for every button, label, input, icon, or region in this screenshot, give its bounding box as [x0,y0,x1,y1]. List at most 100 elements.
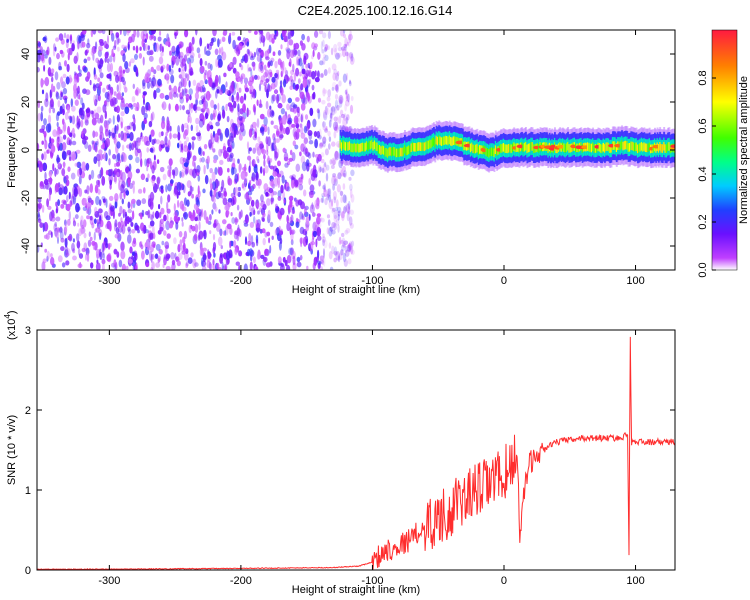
noise-cell [284,259,288,267]
noise-cell [160,131,164,137]
band-cell [392,147,395,156]
noise-cell [346,51,349,62]
noise-cell [115,125,119,132]
noise-cell [166,208,171,214]
noise-cell [279,80,283,86]
noise-cell [73,187,78,198]
noise-cell [65,76,70,85]
ridge-peak [512,146,517,150]
noise-cell [147,245,151,251]
noise-cell [181,143,184,151]
ridge-peak [648,146,654,151]
noise-cell [141,105,146,116]
noise-cell [337,70,340,77]
noise-cell [57,163,62,170]
noise-cell [37,203,41,212]
noise-cell [202,188,206,194]
noise-cell [160,66,164,73]
noise-cell [247,109,251,116]
noise-cell [212,148,216,153]
noise-cell [344,229,349,235]
noise-cell [126,125,131,130]
noise-cell [188,80,191,88]
noise-cell [297,199,303,206]
noise-cell [327,188,330,198]
noise-cell [328,242,332,249]
band-cell [661,144,664,153]
noise-cell [156,176,161,185]
noise-cell [93,94,97,104]
x-tick-label: 100 [626,275,644,287]
noise-cell [210,37,214,44]
noise-cell [183,131,187,140]
noise-cell [78,35,82,44]
noise-cell [343,113,347,121]
noise-cell [121,103,125,108]
band-cell [619,141,622,151]
noise-cell [334,47,337,58]
noise-cell [102,142,105,150]
noise-cell [98,45,103,52]
noise-cell [78,118,81,128]
noise-cell [255,227,261,232]
noise-cell [121,92,125,97]
noise-cell [106,62,111,73]
noise-cell [298,57,303,67]
noise-cell [339,240,345,244]
noise-cell [303,146,308,155]
noise-cell [212,108,217,118]
noise-cell [146,157,152,164]
noise-cell [76,233,80,242]
noise-cell [158,131,162,138]
noise-cell [338,94,344,105]
noise-cell [207,62,211,69]
noise-cell [265,136,269,145]
noise-cell [116,171,120,178]
noise-cell [199,58,203,67]
noise-cell [213,104,217,110]
noise-cell [74,162,79,167]
band-cell [601,144,604,154]
band-cell [398,148,401,157]
noise-cell [276,173,281,178]
noise-cell [127,226,131,232]
noise-cell [316,235,322,241]
noise-cell [127,43,130,51]
noise-cell [348,52,352,60]
noise-cell [260,30,264,37]
noise-cell [343,240,349,245]
noise-cell [283,152,289,162]
noise-cell [238,42,243,51]
noise-cell [322,89,328,94]
noise-cell [333,209,338,220]
noise-cell [290,69,295,76]
noise-cell [281,94,287,104]
noise-cell [163,254,167,260]
noise-cell [311,54,314,60]
noise-cell [175,221,179,230]
band-cell [486,148,489,157]
noise-cell [345,246,348,253]
noise-cell [132,83,135,90]
noise-cell [187,115,190,124]
noise-cell [73,78,78,87]
noise-cell [233,240,237,248]
noise-cell [94,184,99,194]
band-cell [443,136,446,145]
band-cell [438,135,441,144]
noise-cell [287,30,293,40]
noise-cell [240,122,245,133]
noise-cell [114,219,118,228]
noise-cell [99,72,104,79]
noise-cell [257,158,260,164]
noise-cell [43,178,49,186]
noise-cell [254,265,259,270]
noise-cell [90,169,95,180]
noise-cell [94,99,98,107]
noise-cell [346,114,350,121]
noise-cell [49,99,55,110]
noise-cell [192,103,198,111]
noise-cell [49,104,54,109]
noise-cell [132,123,136,132]
noise-cell [263,116,268,127]
